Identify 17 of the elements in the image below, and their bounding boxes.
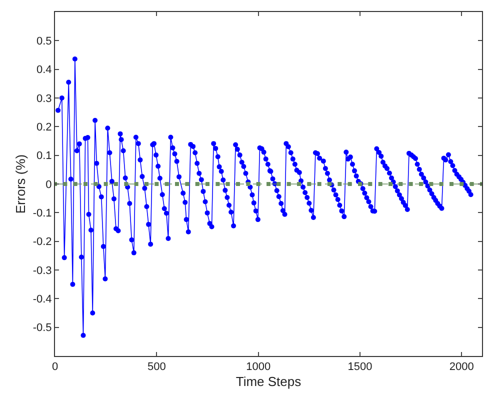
x-tick-label: 500 <box>147 361 166 374</box>
x-tick-label: 1500 <box>348 361 372 374</box>
y-tick-label: 0.4 <box>36 64 52 76</box>
y-tick-label: -0.5 <box>32 322 52 334</box>
y-tick-label: 0 <box>46 178 52 191</box>
x-axis-title: Time Steps <box>236 374 302 389</box>
y-tick-label: 0.2 <box>36 122 52 134</box>
x-tick-label: 2000 <box>449 361 474 374</box>
y-tick-label: 0.3 <box>36 92 52 105</box>
y-tick-label: -0.3 <box>32 264 52 277</box>
y-axis-title: Errors (%) <box>12 154 28 214</box>
y-tick-label: 0.1 <box>36 150 52 162</box>
y-tick-label: -0.4 <box>32 294 52 306</box>
x-tick-label: 1000 <box>246 361 271 374</box>
y-tick-label: -0.1 <box>32 208 52 220</box>
y-tick-label: -0.2 <box>32 236 52 248</box>
y-tick-label: 0.5 <box>36 36 52 48</box>
